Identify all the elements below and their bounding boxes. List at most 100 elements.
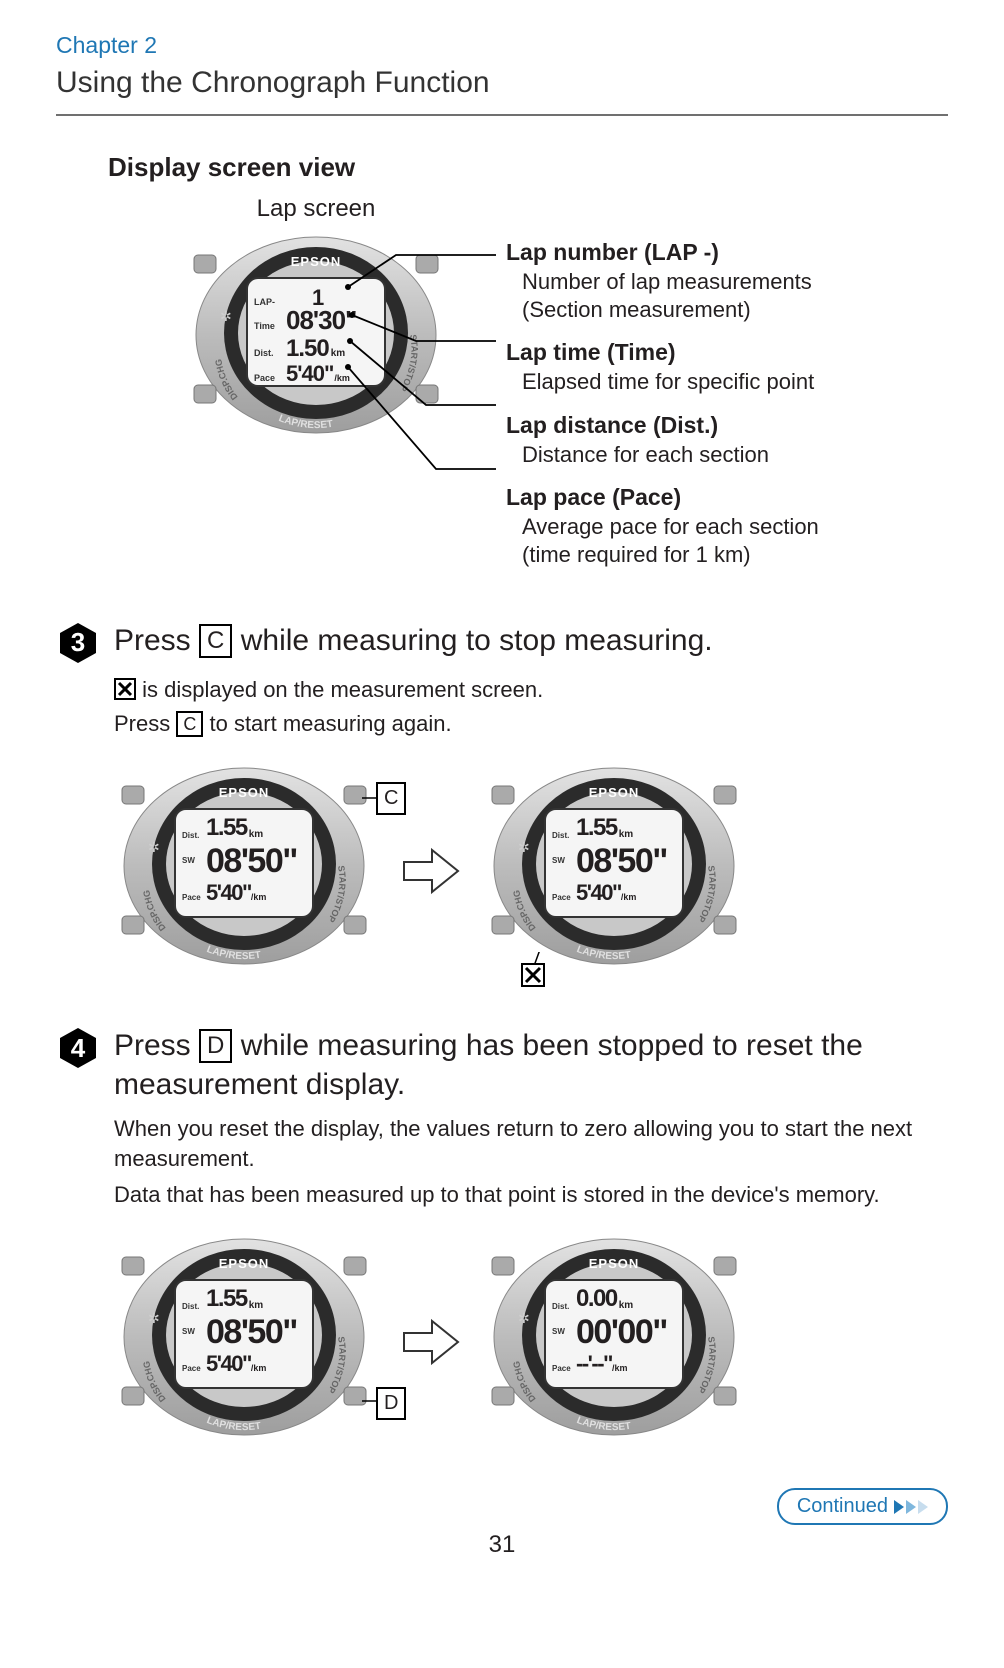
pace-unit: /km (612, 1364, 628, 1373)
arrow-right-icon (402, 1317, 462, 1374)
lap-pace-label: Pace (254, 372, 286, 384)
label-lap-pace-sub2: (time required for 1 km) (522, 541, 819, 569)
snowflake-icon: ✲ (518, 838, 530, 857)
step-3-post: while measuring to stop measuring. (241, 624, 713, 657)
step-3-heading: Press C while measuring to stop measurin… (114, 621, 713, 660)
label-lap-time-title: Lap time (Time) (506, 337, 819, 368)
step-4-badge: 4 (56, 1026, 100, 1070)
chapter-label: Chapter 2 (56, 30, 948, 61)
snowflake-icon: ✲ (220, 307, 232, 326)
x-indicator-callout (484, 952, 564, 999)
step-4-watches: EPSON ✲ DISP.CHG START/STOP LAP/RESET Di… (114, 1227, 948, 1467)
keycap-c-line (362, 792, 382, 804)
sw-value: 08'50" (206, 1315, 297, 1349)
watch-running-screen: Dist. 1.55 km SW 08'50" Pace 5'40" /km (174, 808, 314, 918)
continued-badge: Continued (777, 1488, 948, 1525)
lap-caption: Lap screen (186, 193, 446, 225)
step-4-heading: Press D while measuring has been stopped… (114, 1026, 948, 1104)
pace-label: Pace (182, 894, 206, 902)
step-3-body: is displayed on the measurement screen. … (114, 675, 948, 738)
lap-diagram: EPSON ✲ DISP.CHG START/STOP LAP/RESET LA… (56, 225, 948, 615)
header-divider (56, 114, 948, 116)
pace-value: 5'40" (206, 1353, 251, 1375)
section-title: Using the Chronograph Function (56, 63, 948, 104)
step-4-number: 4 (56, 1026, 100, 1070)
dist-label: Dist. (182, 1303, 206, 1311)
lap-number-label: LAP- (254, 296, 286, 308)
dist-value: 0.00 (576, 1287, 617, 1311)
dist-value: 1.55 (576, 816, 617, 840)
lap-dist-label: Dist. (254, 347, 286, 359)
sw-label: SW (552, 1328, 576, 1336)
keycap-d-line (362, 1395, 382, 1407)
watch-after-reset-screen: Dist. 0.00 km SW 00'00" Pace --'--" /km (544, 1279, 684, 1389)
watch-stopped-screen: Dist. 1.55 km SW 08'50" Pace 5'40" /km (544, 808, 684, 918)
dist-unit: km (249, 1301, 263, 1311)
pace-unit: /km (621, 893, 637, 902)
sw-label: SW (182, 857, 206, 865)
label-lap-time-sub: Elapsed time for specific point (522, 368, 819, 396)
dist-label: Dist. (552, 1303, 576, 1311)
dist-unit: km (619, 830, 633, 840)
dist-unit: km (619, 1301, 633, 1311)
keycap-c: C (199, 624, 232, 658)
dist-value: 1.55 (206, 1287, 247, 1311)
dist-unit: km (249, 830, 263, 840)
dist-label: Dist. (552, 832, 576, 840)
pace-unit: /km (251, 1364, 267, 1373)
step-3-badge: 3 (56, 621, 100, 665)
watch-lap-screen: LAP- 1 Time 08'30" Dist. 1.50 km Pace 5'… (246, 277, 386, 387)
snowflake-icon: ✲ (518, 1309, 530, 1328)
sw-value: 08'50" (576, 844, 667, 878)
watch-running-1: EPSON ✲ DISP.CHG START/STOP LAP/RESET Di… (114, 756, 374, 966)
step-4-body: When you reset the display, the values r… (114, 1114, 948, 1209)
step-4: 4 Press D while measuring has been stopp… (56, 1026, 948, 1104)
x-box-icon (114, 678, 136, 700)
display-heading: Display screen view (108, 150, 948, 185)
label-lap-number-sub1: Number of lap measurements (522, 268, 819, 296)
step-4-pre: Press (114, 1029, 199, 1062)
arrow-right-icon (402, 846, 462, 903)
watch-brand: EPSON (484, 784, 744, 802)
label-lap-number-title: Lap number (LAP -) (506, 237, 819, 268)
step-3-body-1: is displayed on the measurement screen. (142, 677, 543, 702)
sw-label: SW (552, 857, 576, 865)
label-lap-number-sub2: (Section measurement) (522, 296, 819, 324)
lap-pace-unit: /km (334, 372, 350, 384)
step-3-watches: EPSON ✲ DISP.CHG START/STOP LAP/RESET Di… (114, 756, 948, 996)
watch-stopped: EPSON ✲ DISP.CHG START/STOP LAP/RESET Di… (484, 756, 744, 966)
pace-value: 5'40" (206, 882, 251, 904)
sw-value: 00'00" (576, 1315, 667, 1349)
step-3-body-2-pre: Press (114, 711, 176, 736)
watch-before-reset: EPSON ✲ DISP.CHG START/STOP LAP/RESET Di… (114, 1227, 374, 1437)
watch-brand: EPSON (484, 1255, 744, 1273)
step-4-body-p1: When you reset the display, the values r… (114, 1114, 948, 1173)
keycap-c-small: C (176, 711, 203, 737)
pace-label: Pace (182, 1365, 206, 1373)
watch-before-reset-screen: Dist. 1.55 km SW 08'50" Pace 5'40" /km (174, 1279, 314, 1389)
pace-unit: /km (251, 893, 267, 902)
step-3-number: 3 (56, 621, 100, 665)
label-lap-dist-title: Lap distance (Dist.) (506, 410, 819, 441)
lap-pace-value: 5'40" (286, 359, 333, 387)
page-footer: Continued (56, 1477, 948, 1523)
watch-lap: EPSON ✲ DISP.CHG START/STOP LAP/RESET LA… (186, 225, 446, 435)
step-3: 3 Press C while measuring to stop measur… (56, 621, 948, 665)
page-number: 31 (56, 1529, 948, 1561)
step-3-body-2-post: to start measuring again. (209, 711, 451, 736)
dist-label: Dist. (182, 832, 206, 840)
pace-label: Pace (552, 894, 576, 902)
label-lap-pace-sub1: Average pace for each section (522, 513, 819, 541)
label-lap-pace-title: Lap pace (Pace) (506, 482, 819, 513)
snowflake-icon: ✲ (148, 838, 160, 857)
continued-text: Continued (797, 1493, 888, 1520)
pace-value: 5'40" (576, 882, 621, 904)
dist-value: 1.55 (206, 816, 247, 840)
step-4-body-p2: Data that has been measured up to that p… (114, 1180, 948, 1210)
sw-label: SW (182, 1328, 206, 1336)
pace-label: Pace (552, 1365, 576, 1373)
lap-labels: Lap number (LAP -) Number of lap measure… (506, 225, 819, 582)
keycap-d: D (199, 1029, 232, 1063)
pace-value: --'--" (576, 1353, 612, 1375)
watch-brand: EPSON (114, 1255, 374, 1273)
